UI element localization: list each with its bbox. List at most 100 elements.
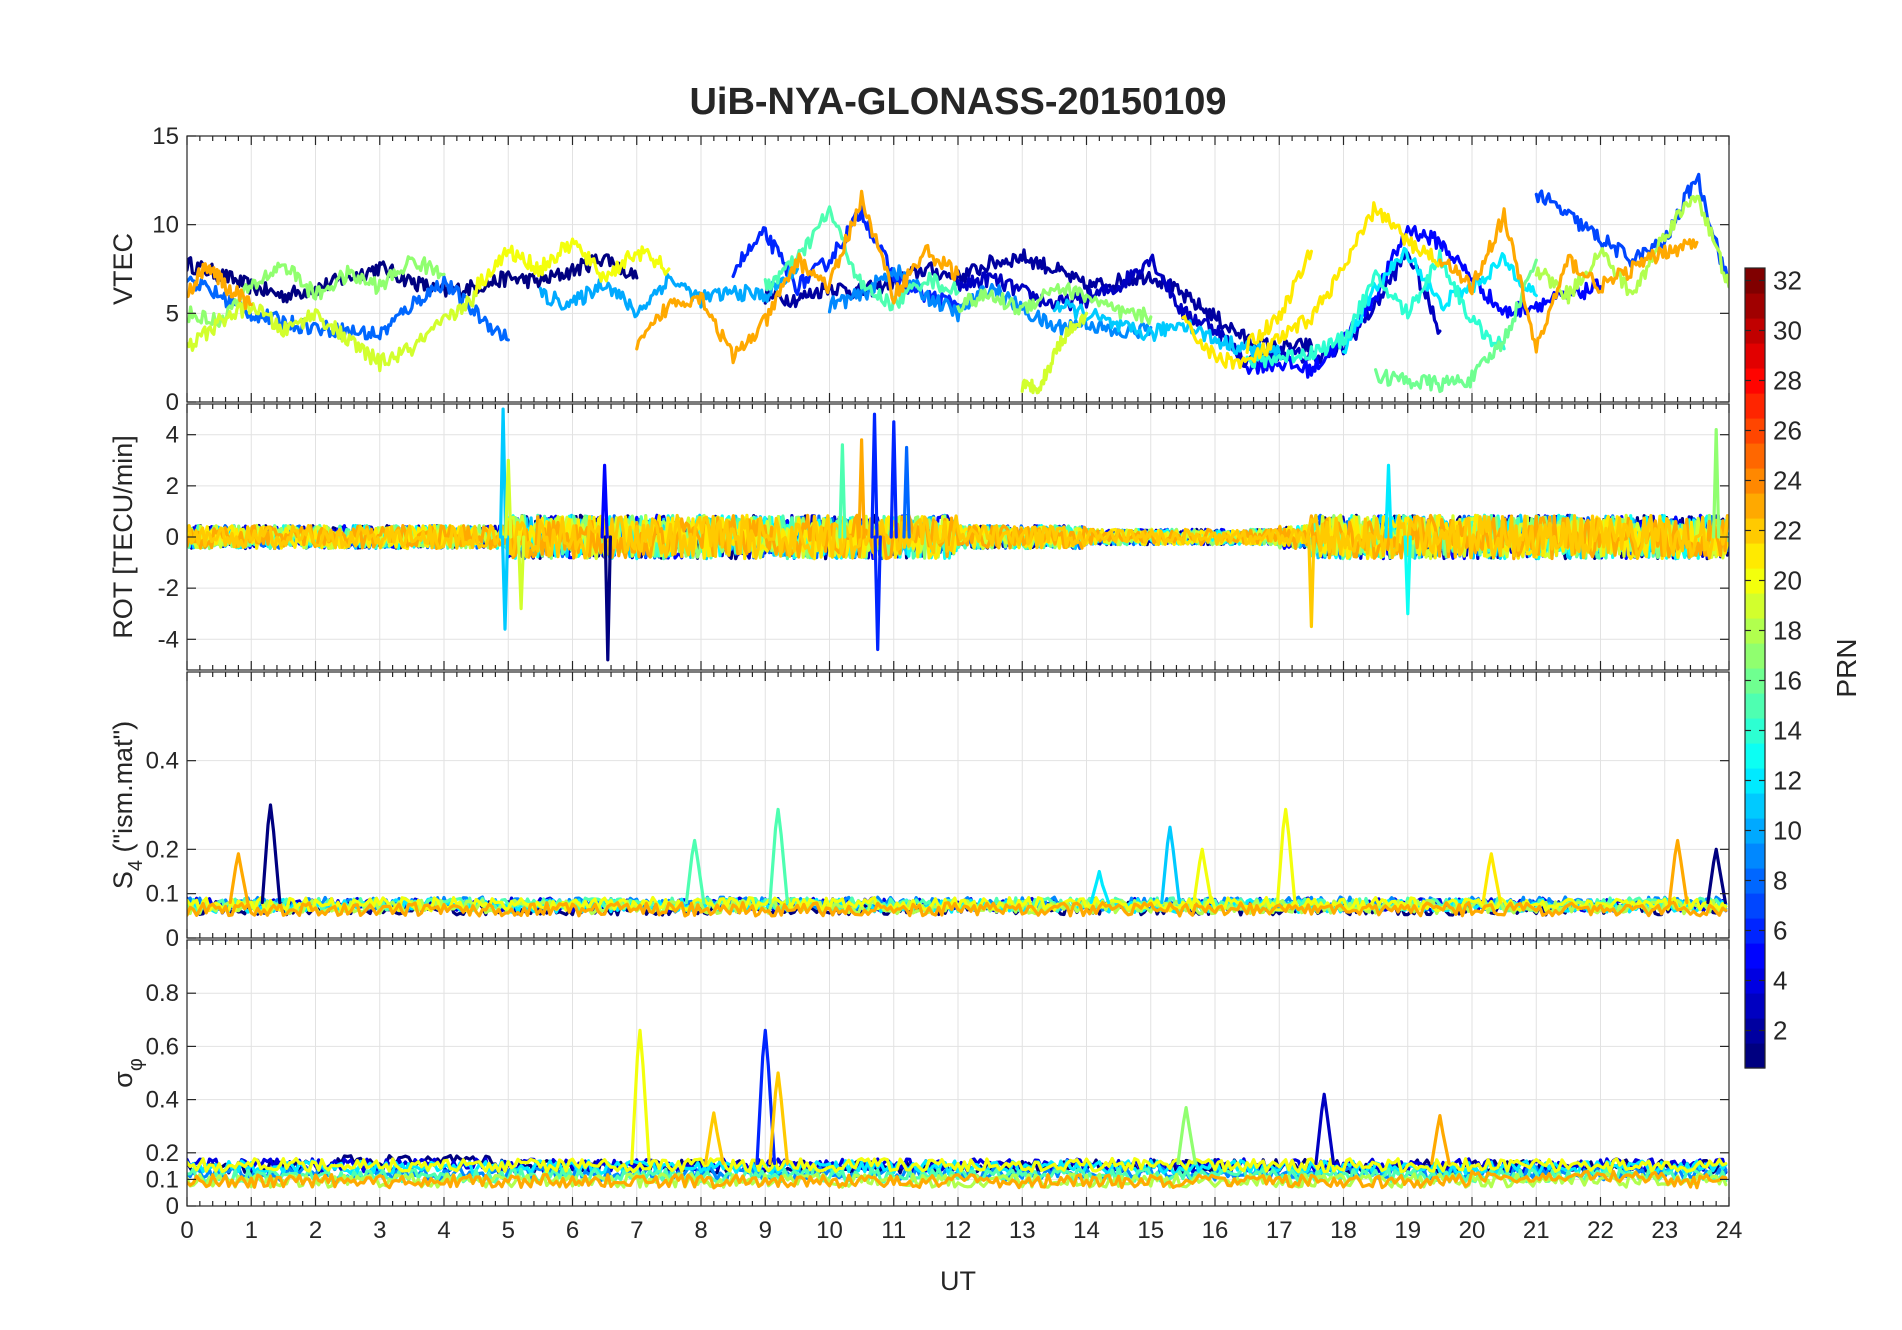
x-tick-label: 6 [566,1217,579,1244]
colorbar-tick-label: 12 [1773,766,1802,796]
vtec-series-prn-23-24 [1438,207,1699,354]
rot-spike-0 [498,407,508,539]
panel-4: 00.10.2 0.4 0.6 0.8 σφ [108,939,1730,1220]
x-tick-label: 5 [502,1217,515,1244]
rot-spike-5 [600,463,609,539]
x-tick-label: 15 [1137,1217,1164,1244]
y-tick-label: 0.2 [146,1140,179,1167]
rot-spike-10 [838,443,847,539]
colorbar-tick-label: 16 [1773,666,1802,696]
vtec-series-prn-12-10 [1341,246,1538,355]
colorbar-segment [1745,518,1765,544]
sigma-peak-6 [704,1111,725,1165]
vtec-series-prn-16-13 [1374,258,1538,394]
colorbar-segment [1745,618,1765,644]
vtec-series-prn-21-20 [1181,201,1442,370]
vtec-series-prn-14-11 [1245,249,1506,369]
colorbar-segment [1745,718,1765,744]
y-tick-label: 15 [152,123,179,150]
vtec-series-prn-17-15 [956,282,1153,325]
s4-peak-6 [1275,807,1297,905]
sigma-peak-0 [630,1028,651,1165]
colorbar-tick-label: 14 [1773,716,1802,746]
x-tick-label: 24 [1716,1217,1743,1244]
y-tick-label: 0 [166,524,179,551]
colorbar-segment [1745,543,1765,569]
x-tick-label: 11 [881,1217,906,1244]
y-tick-label: 0 [166,925,179,952]
vtec-series-prn-18-16 [1534,194,1729,305]
colorbar-tick-label: 28 [1773,366,1802,396]
y-tick-labels-4: 00.10.2 0.4 0.6 0.8 [146,980,1729,1220]
vtec-series-prn-17-14 [187,255,446,328]
colorbar-segment [1745,643,1765,669]
colorbar-tick-label: 10 [1773,816,1802,846]
x-ticks-1 [186,136,1730,402]
colorbar-segment [1745,268,1765,294]
data-2 [187,407,1729,662]
colorbar-segment [1745,343,1765,369]
y-tick-labels-3: 0 0.1 0.2 0.4 [146,748,1729,952]
y-tick-label: 0.1 [146,1166,179,1193]
y-tick-label: 4 [166,422,179,449]
colorbar-label: PRN [1831,638,1862,697]
colorbar-segment [1745,418,1765,444]
y-tick-label: 2 [166,473,179,500]
y-tick-label: 0.4 [146,1087,179,1114]
colorbar-tick-label: 18 [1773,616,1802,646]
colorbar-tick-label: 2 [1773,1016,1787,1046]
colorbar-segment [1745,368,1765,394]
vtec-series-prn-20-19 [474,237,671,295]
vtec-series-prn-21-21 [1245,249,1313,354]
x-tick-label: 1 [245,1217,258,1244]
x-tick-label: 18 [1330,1217,1357,1244]
vtec-series-prn-9-7 [827,264,1153,340]
colorbar-segment [1745,318,1765,344]
s4-peak-8 [1667,838,1689,905]
colorbar-segment [1745,443,1765,469]
rot-spike-8 [889,420,898,539]
colorbar-segment [1745,768,1765,794]
x-tick-label: 22 [1587,1217,1614,1244]
colorbar-segment [1745,868,1765,894]
colorbar-tick-label: 4 [1773,966,1787,996]
sigma-peak-2 [768,1071,789,1165]
data-3 [187,803,1728,918]
rot-spike-14 [1384,463,1393,539]
x-tick-label: 0 [180,1217,193,1244]
colorbar-tick-label: 26 [1773,416,1802,446]
data-4 [187,1028,1728,1190]
vtec-series-prn-5-3 [1245,225,1603,379]
sigma-series-prn-20 [187,1156,1728,1174]
y-tick-label: 0.2 [146,836,179,863]
chart-title: UiB-NYA-GLONASS-20150109 [689,81,1226,123]
colorbar-segment [1745,893,1765,919]
rot-spike-3 [516,535,526,611]
vtec-series-prn-2-1 [763,248,1313,357]
colorbar-segment [1745,968,1765,994]
x-ticks-2 [186,404,1730,670]
y-axis-label-1: VTEC [108,233,138,305]
rot-spike-6 [870,412,879,539]
x-tick-label: 17 [1266,1217,1293,1244]
colorbar-tick-label: 24 [1773,466,1802,496]
rot-spike-2 [504,458,513,539]
y-axis-label-2: ROT [TECU/min] [108,435,138,639]
x-tick-labels: 0 1 2 3 4 5 6 7 8 9 10 11 12 13 14 15 16 17 18 19 20 21 22 23 24 [180,1217,1742,1244]
vtec-series-prn-7-5 [1534,172,1729,289]
colorbar-segment [1745,668,1765,694]
x-tick-label: 9 [759,1217,772,1244]
rot-spike-11 [857,438,866,539]
y-tick-labels-1: 0 5 10 15 [152,123,1729,416]
s4-peak-9 [1706,847,1727,905]
colorbar-segment [1745,793,1765,819]
x-tick-label: 14 [1073,1217,1100,1244]
s4-peak-1 [228,852,250,905]
s4-peak-7 [1481,852,1503,905]
colorbar-segment [1745,493,1765,519]
x-tick-label: 21 [1523,1217,1550,1244]
y-tick-label: -2 [158,575,179,602]
